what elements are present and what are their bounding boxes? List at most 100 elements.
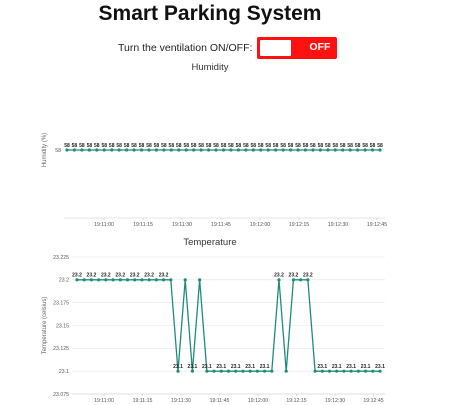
y-tick-label: 23.075: [53, 392, 69, 398]
data-point: [102, 148, 106, 152]
data-label: 23.1: [317, 364, 327, 370]
data-point: [177, 148, 181, 152]
data-label: 23.2: [101, 273, 111, 279]
x-tick-label: 19:11:15: [133, 222, 153, 228]
data-point: [326, 148, 330, 152]
x-tick-label: 19:12:30: [325, 398, 345, 404]
x-tick-label: 19:11:45: [210, 398, 230, 404]
data-point: [234, 369, 238, 373]
data-point: [147, 148, 151, 152]
data-label: 58: [280, 143, 286, 149]
data-point: [212, 369, 216, 373]
data-label: 58: [221, 143, 227, 149]
y-tick-label: 23.2: [59, 278, 69, 284]
data-point: [270, 369, 274, 373]
data-point: [132, 148, 136, 152]
data-point: [241, 369, 245, 373]
toggle-knob[interactable]: [260, 40, 292, 56]
data-point: [311, 148, 315, 152]
data-label: 58: [288, 143, 294, 149]
data-point: [342, 369, 346, 373]
data-label: 58: [310, 143, 316, 149]
data-point: [348, 148, 352, 152]
data-point: [214, 148, 218, 152]
data-point: [356, 148, 360, 152]
data-point: [118, 278, 122, 282]
data-point: [378, 369, 382, 373]
data-point: [299, 278, 303, 282]
data-point: [303, 148, 308, 152]
data-label: 23.2: [87, 273, 97, 279]
x-tick-label: 19:12:15: [289, 222, 309, 228]
data-label: 23.1: [375, 364, 385, 370]
x-tick-label: 19:12:00: [248, 398, 268, 404]
data-point: [255, 369, 259, 373]
data-label: 23.2: [72, 273, 82, 279]
data-point: [320, 369, 324, 373]
y-tick-label: 23.225: [53, 255, 69, 261]
data-label: 58: [169, 143, 175, 149]
data-point: [341, 148, 345, 152]
data-point: [221, 148, 226, 152]
data-point: [274, 148, 278, 152]
data-label: 58: [347, 143, 353, 149]
data-point: [251, 148, 255, 152]
data-label: 58: [101, 143, 107, 149]
x-tick-label: 19:11:15: [133, 398, 153, 404]
data-point: [97, 278, 101, 282]
data-label: 58: [183, 143, 189, 149]
y-axis-label: Humidity (%): [42, 133, 48, 167]
data-point: [184, 148, 188, 152]
data-point: [349, 369, 353, 373]
data-label: 23.1: [231, 364, 241, 370]
data-label: 58: [273, 143, 279, 149]
data-point: [327, 369, 332, 373]
data-label: 58: [333, 143, 339, 149]
data-label: 58: [72, 143, 78, 149]
data-point: [199, 148, 203, 152]
data-point: [192, 148, 196, 152]
data-label: 58: [154, 143, 160, 149]
data-label: 23.2: [159, 273, 169, 279]
y-tick-label: 58: [55, 148, 61, 154]
data-point: [72, 148, 77, 152]
data-point: [363, 148, 367, 152]
y-tick-label: 23.1: [59, 369, 69, 375]
y-axis-label: Temperature (celsius): [42, 297, 48, 355]
data-point: [205, 369, 209, 373]
data-point: [378, 148, 382, 152]
data-label: 23.1: [346, 364, 356, 370]
data-point: [226, 369, 231, 373]
data-point: [219, 369, 223, 373]
data-point: [176, 369, 180, 373]
data-label: 23.1: [173, 364, 183, 370]
data-label: 58: [206, 143, 212, 149]
data-label: 23.2: [289, 273, 299, 279]
data-point: [75, 278, 79, 282]
data-label: 58: [87, 143, 93, 149]
data-label: 58: [176, 143, 182, 149]
data-label: 23.1: [202, 364, 212, 370]
data-point: [125, 148, 129, 152]
data-point: [262, 369, 267, 373]
data-point: [104, 278, 108, 282]
data-point: [110, 148, 114, 152]
data-label: 58: [318, 143, 324, 149]
data-label: 58: [228, 143, 234, 149]
data-label: 58: [131, 143, 137, 149]
data-label: 58: [213, 143, 219, 149]
data-point: [335, 369, 339, 373]
data-point: [356, 369, 360, 373]
data-point: [162, 148, 166, 152]
data-label: 23.2: [130, 273, 140, 279]
data-label: 58: [191, 143, 197, 149]
data-label: 58: [243, 143, 249, 149]
data-point: [333, 148, 337, 152]
data-point: [259, 148, 263, 152]
data-label: 58: [198, 143, 204, 149]
data-point: [87, 148, 91, 152]
data-label: 58: [355, 143, 361, 149]
data-point: [169, 148, 173, 152]
data-point: [183, 278, 187, 282]
ventilation-toggle[interactable]: OFF: [257, 37, 338, 59]
